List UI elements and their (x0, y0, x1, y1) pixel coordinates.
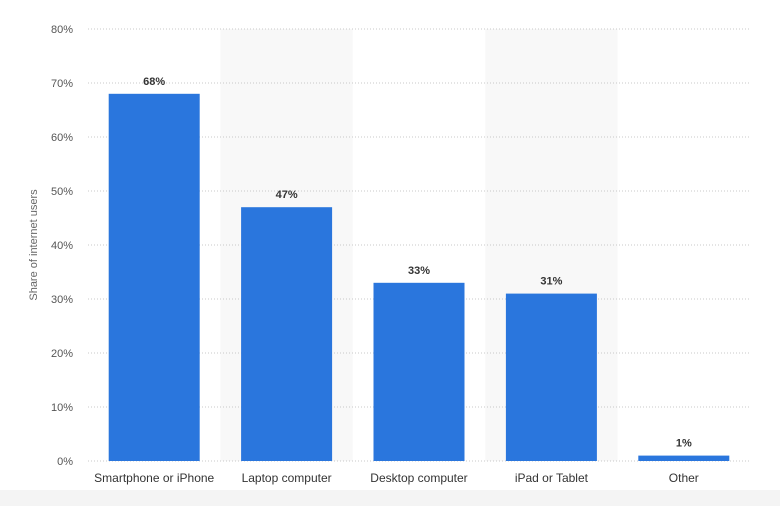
y-axis-ticks: 0% 10% 20% 30% 40% 50% 60% 70% 80% (51, 24, 73, 468)
data-label: 31% (540, 276, 562, 288)
y-tick-label: 20% (51, 348, 73, 360)
bar (638, 455, 730, 461)
y-tick-label: 80% (51, 24, 73, 36)
x-tick-label: iPad or Tablet (515, 471, 589, 485)
y-tick-label: 0% (57, 456, 73, 468)
data-labels: 68% 47% 33% 31% 1% (143, 76, 692, 450)
data-label: 33% (408, 265, 430, 277)
y-axis-title: Share of internet users (28, 189, 40, 301)
y-tick-label: 50% (51, 186, 73, 198)
x-axis-labels: Smartphone or iPhone Laptop computer Deskt… (94, 471, 699, 485)
x-tick-label: Smartphone or iPhone (94, 471, 214, 485)
bar (108, 93, 200, 462)
footer-band (0, 490, 780, 506)
y-tick-label: 30% (51, 294, 73, 306)
x-tick-label: Desktop computer (370, 471, 467, 485)
y-tick-label: 40% (51, 240, 73, 252)
bar (241, 207, 333, 461)
x-tick-label: Laptop computer (242, 471, 332, 485)
y-tick-label: 10% (51, 402, 73, 414)
data-label: 47% (276, 189, 298, 201)
data-label: 1% (676, 438, 692, 450)
bars (108, 93, 730, 462)
bar (505, 293, 597, 461)
data-label: 68% (143, 76, 165, 88)
x-tick-label: Other (669, 471, 699, 485)
bar (373, 282, 465, 461)
y-tick-label: 60% (51, 132, 73, 144)
y-tick-label: 70% (51, 78, 73, 90)
